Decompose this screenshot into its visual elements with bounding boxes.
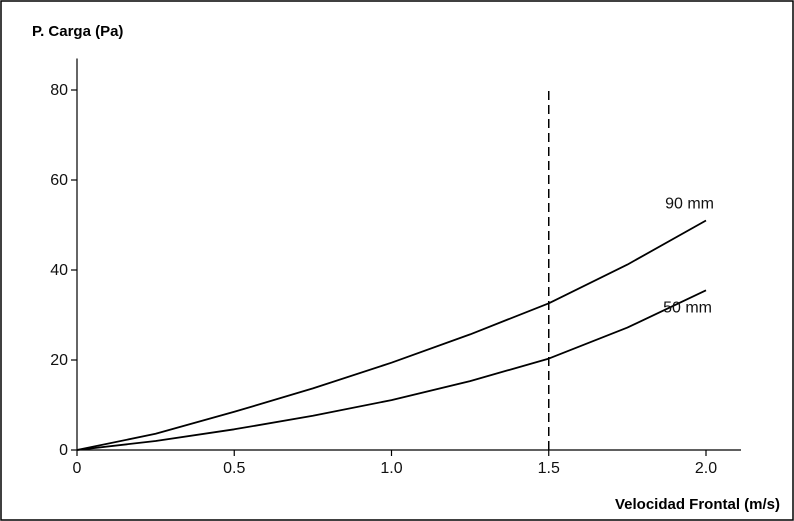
series-line-50-mm <box>76 289 707 451</box>
y-tick-label: 40 <box>50 262 68 279</box>
x-axis-title: Velocidad Frontal (m/s) <box>614 496 780 513</box>
x-tick-label: 1.0 <box>380 460 402 477</box>
series-line-90-mm <box>76 219 707 451</box>
x-tick-label: 2.0 <box>695 460 717 477</box>
series-label: 50 mm <box>663 299 712 316</box>
y-tick-label: 0 <box>59 442 68 459</box>
x-tick-label: 0 <box>73 460 82 477</box>
series-label: 90 mm <box>665 196 714 213</box>
x-tick-label: 0.5 <box>223 460 245 477</box>
y-tick-label: 60 <box>50 172 68 189</box>
y-axis-title: P. Carga (Pa) <box>32 23 124 40</box>
y-tick-label: 20 <box>50 352 68 369</box>
y-tick-label: 80 <box>50 82 68 99</box>
x-tick-label: 1.5 <box>538 460 560 477</box>
